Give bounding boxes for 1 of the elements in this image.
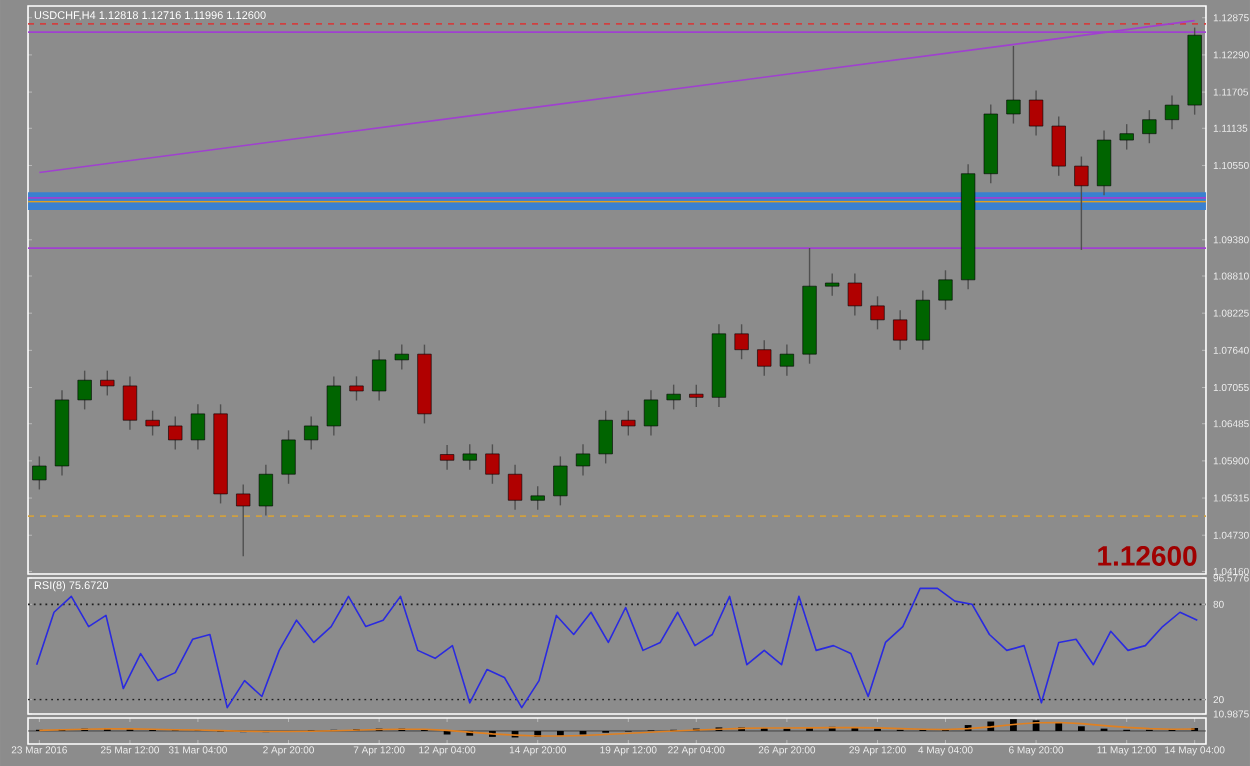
annotation: 1.12600: [1098, 546, 1197, 566]
